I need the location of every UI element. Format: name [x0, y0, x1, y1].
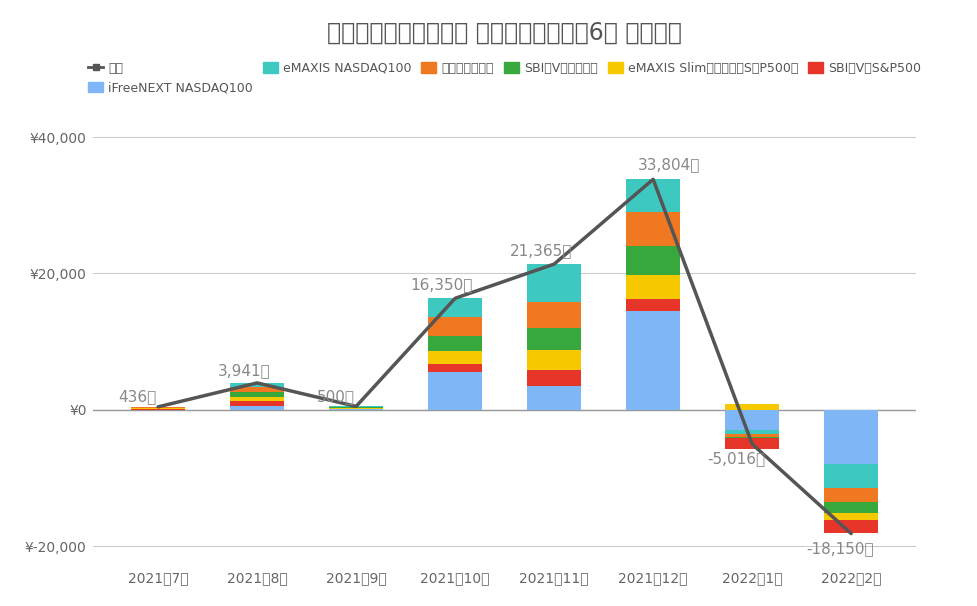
Title: 米国インデックス投資 おすすめ投資信託6選 利益推移: 米国インデックス投資 おすすめ投資信託6選 利益推移 [327, 21, 681, 45]
Bar [625, 299, 680, 311]
Bar [230, 383, 284, 387]
Bar [328, 408, 383, 410]
Bar [131, 408, 185, 410]
Bar [230, 387, 284, 392]
Bar [527, 386, 580, 410]
Bar [724, 435, 779, 437]
Bar [625, 212, 680, 246]
Bar [230, 405, 284, 410]
Bar [428, 351, 482, 364]
Text: 16,350円: 16,350円 [410, 277, 473, 292]
Text: 21,365円: 21,365円 [509, 243, 572, 258]
Bar [428, 298, 482, 318]
Bar [625, 311, 680, 410]
Bar [230, 392, 284, 396]
Bar [724, 439, 779, 450]
Bar [625, 275, 680, 299]
Bar [823, 488, 877, 502]
Bar [527, 350, 580, 370]
Text: 436円: 436円 [118, 389, 156, 404]
Bar [724, 437, 779, 439]
Bar [527, 370, 580, 386]
Text: 33,804円: 33,804円 [638, 157, 700, 171]
Bar [823, 410, 877, 464]
Bar [527, 302, 580, 327]
Bar [428, 318, 482, 336]
Bar [428, 372, 482, 410]
Text: 500円: 500円 [317, 388, 354, 404]
Bar [527, 264, 580, 302]
Text: -5,016円: -5,016円 [707, 451, 765, 467]
Bar [428, 364, 482, 372]
Bar [428, 336, 482, 351]
Bar [823, 519, 877, 533]
Bar [230, 396, 284, 401]
Bar [823, 513, 877, 519]
Bar [625, 246, 680, 275]
Legend: 合計, iFreeNEXT NASDAQ100, eMAXIS NASDAQ100, 楽天・全米株式, SBI・V・全米株式, eMAXIS Slim米国株式（: 合計, iFreeNEXT NASDAQ100, eMAXIS NASDAQ10… [88, 62, 920, 95]
Bar [823, 464, 877, 488]
Text: 3,941円: 3,941円 [217, 363, 270, 378]
Bar [230, 401, 284, 405]
Text: -18,150円: -18,150円 [806, 541, 873, 556]
Bar [724, 404, 779, 410]
Bar [724, 410, 779, 430]
Bar [823, 502, 877, 513]
Bar [724, 430, 779, 435]
Bar [625, 179, 680, 212]
Bar [527, 327, 580, 350]
